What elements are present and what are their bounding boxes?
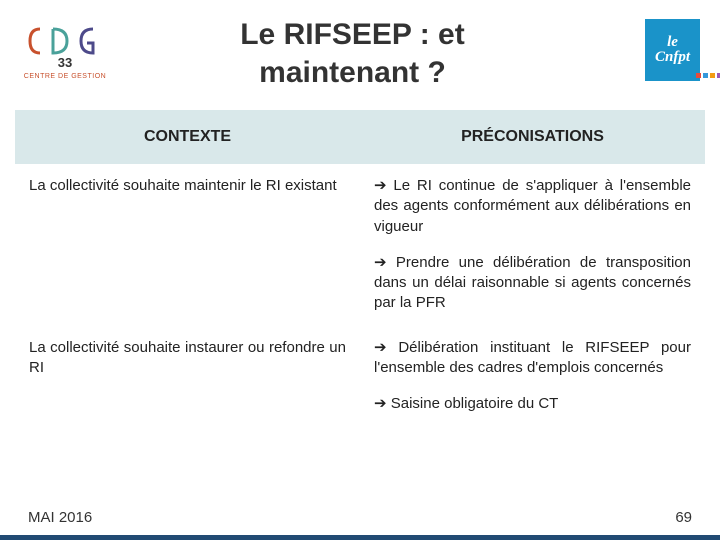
context-cell: La collectivité souhaite instaurer ou re… (15, 326, 360, 427)
reco-item: ➔ Le RI continue de s'appliquer à l'ense… (374, 176, 691, 237)
col-header-context: CONTEXTE (15, 110, 360, 164)
context-cell: La collectivité souhaite maintenir le RI… (15, 164, 360, 326)
logo-cdg33: 33 CENTRE DE GESTION (15, 10, 115, 90)
reco-cell: ➔ Délibération instituant le RIFSEEP pou… (360, 326, 705, 427)
reco-item: ➔ Saisine obligatoire du CT (374, 394, 691, 414)
logo-cnfpt-text: leCnfpt (655, 35, 690, 65)
table-row: La collectivité souhaite maintenir le RI… (15, 164, 705, 326)
logo-cnfpt: leCnfpt (590, 10, 700, 90)
logo-cdg33-subtitle: CENTRE DE GESTION (24, 73, 106, 80)
accent-bar (0, 535, 720, 540)
svg-text:33: 33 (58, 55, 72, 70)
logo-cdg33-icon: 33 (25, 21, 105, 71)
col-header-reco: PRÉCONISATIONS (360, 110, 705, 164)
footer: MAI 2016 69 (0, 509, 720, 526)
logo-cnfpt-dots-icon (696, 73, 720, 78)
header: 33 CENTRE DE GESTION Le RIFSEEP : et mai… (0, 0, 720, 100)
footer-page-number: 69 (675, 509, 692, 526)
title-line2: maintenant ? (259, 56, 446, 89)
footer-date: MAI 2016 (28, 509, 92, 526)
reco-item: ➔ Délibération instituant le RIFSEEP pou… (374, 338, 691, 379)
recommendations-table: CONTEXTE PRÉCONISATIONS La collectivité … (15, 110, 705, 426)
title-line1: Le RIFSEEP : et (240, 18, 465, 51)
reco-cell: ➔ Le RI continue de s'appliquer à l'ense… (360, 164, 705, 326)
reco-item: ➔ Prendre une délibération de transposit… (374, 253, 691, 314)
table-header-row: CONTEXTE PRÉCONISATIONS (15, 110, 705, 164)
page-title: Le RIFSEEP : et maintenant ? (115, 10, 590, 91)
logo-cnfpt-box: leCnfpt (645, 19, 700, 81)
table-row: La collectivité souhaite instaurer ou re… (15, 326, 705, 427)
